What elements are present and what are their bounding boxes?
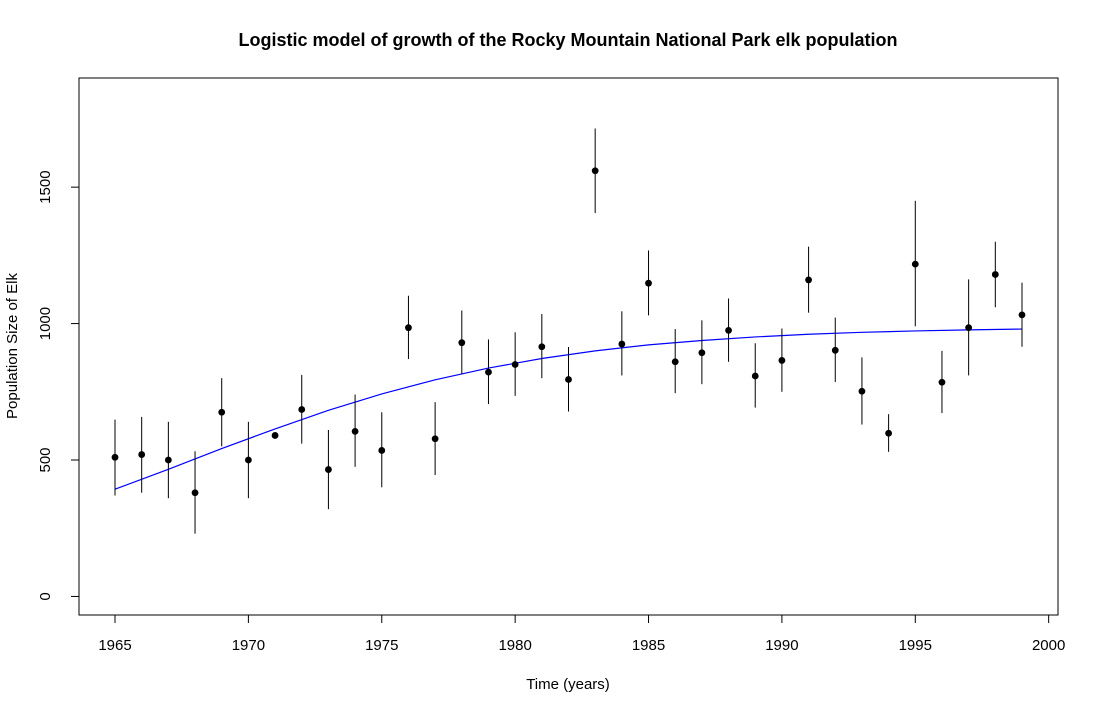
x-tick-label: 1990 [765,637,798,654]
data-point [298,406,306,413]
x-tick-label: 1980 [498,637,531,654]
data-point [565,376,572,383]
y-axis: 0 500 1000 1500 [37,170,80,601]
x-axis: 1965 1970 1975 1980 1985 1990 1995 2000 [98,614,1065,654]
data-point [725,327,732,334]
data-point [271,432,279,439]
data-point [431,435,439,443]
data-point [645,279,652,287]
observations [111,128,1026,534]
data-point [831,346,839,354]
y-axis-label: Population Size of Elk [4,273,21,419]
data-point [351,427,359,435]
x-tick-label: 1965 [98,637,131,654]
data-point [458,339,466,347]
x-axis-label: Time (years) [526,676,610,693]
data-point [138,451,146,458]
data-point [218,408,226,416]
data-point [325,466,332,473]
y-tick-label: 1500 [37,170,54,203]
data-point [885,429,893,437]
x-tick-label: 1975 [365,637,398,654]
data-point [191,489,199,497]
data-point [618,340,626,348]
data-point [938,378,946,386]
data-point [671,358,679,366]
data-point [911,260,919,268]
data-point [538,343,546,351]
data-point [965,324,973,332]
data-point [485,368,492,376]
x-tick-label: 1970 [232,637,265,654]
y-tick-label: 500 [37,447,54,472]
data-point [805,276,812,284]
plot-frame [78,77,1059,616]
chart-title: Logistic model of growth of the Rocky Mo… [238,30,897,50]
data-point [378,447,386,454]
data-point [164,456,172,464]
data-point [698,349,706,357]
data-point [511,361,519,368]
data-point [778,357,786,364]
data-point [591,167,599,175]
data-point [111,453,119,461]
data-point [858,387,866,395]
data-point [405,324,412,332]
y-tick-label: 1000 [37,307,54,340]
x-tick-label: 1985 [632,637,665,654]
data-point [244,456,252,464]
x-tick-label: 1995 [899,637,932,654]
data-point [991,271,999,278]
y-tick-label: 0 [37,592,54,600]
data-point [1018,311,1026,319]
x-tick-label: 2000 [1032,637,1065,654]
data-point [751,372,759,380]
